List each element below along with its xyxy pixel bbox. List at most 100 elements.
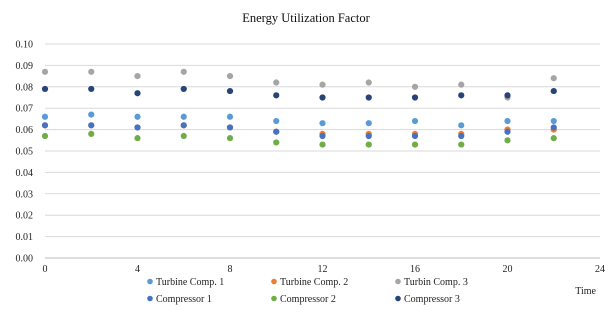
x-axis-ticks: 0 4 8 12 16 20 24 <box>43 264 606 275</box>
data-point <box>180 113 187 120</box>
data-point <box>411 94 419 101</box>
x-tick-label: 4 <box>135 264 140 275</box>
y-tick-label: 0.08 <box>16 82 34 93</box>
data-point <box>273 117 280 125</box>
data-point <box>41 85 49 93</box>
y-tick-label: 0.09 <box>16 61 34 72</box>
data-point <box>273 128 280 135</box>
data-point <box>458 81 465 88</box>
data-point <box>88 130 95 137</box>
data-point <box>226 73 234 80</box>
data-point <box>88 122 95 129</box>
data-point <box>88 68 95 75</box>
x-tick-label: 24 <box>595 264 605 275</box>
x-tick-label: 20 <box>503 264 513 275</box>
legend-marker <box>147 295 153 302</box>
series-points <box>41 130 557 148</box>
data-point <box>134 90 141 97</box>
data-point <box>180 132 187 140</box>
legend-marker <box>271 295 277 302</box>
x-tick-label: 16 <box>410 264 420 275</box>
y-tick-label: 0.05 <box>16 147 34 158</box>
series-points <box>41 85 557 101</box>
legend-item: Compressor 3 <box>395 294 460 305</box>
data-point <box>365 79 372 86</box>
data-point <box>180 122 187 129</box>
data-point <box>134 113 141 120</box>
data-point <box>273 92 280 99</box>
y-tick-label: 0.01 <box>16 232 34 243</box>
y-tick-label: 0.07 <box>16 104 34 115</box>
data-point <box>411 132 419 140</box>
data-point <box>226 113 234 120</box>
y-tick-label: 0.03 <box>16 189 34 200</box>
data-point <box>458 122 465 129</box>
legend-marker <box>395 295 401 302</box>
data-point <box>365 94 372 101</box>
data-point <box>273 79 280 86</box>
data-point <box>458 141 465 148</box>
y-axis-ticks: 0.00 0.01 0.02 0.03 0.04 0.05 0.06 0.07 0.08 0.09… <box>16 40 34 265</box>
data-point <box>41 132 49 140</box>
data-point <box>319 81 326 88</box>
y-tick-label: 0.06 <box>16 125 34 136</box>
data-point <box>319 132 326 140</box>
legend-label: Compressor 2 <box>280 294 336 305</box>
legend-label: Turbine Comp. 1 <box>156 277 224 288</box>
data-point <box>411 83 419 90</box>
legend-item: Turbine Comp. 2 <box>271 277 348 288</box>
x-tick-label: 8 <box>228 264 233 275</box>
series-points <box>41 68 557 101</box>
data-point <box>88 85 95 93</box>
y-tick-label: 0.02 <box>16 211 34 222</box>
data-point <box>365 141 372 148</box>
data-point <box>273 139 280 146</box>
data-point <box>504 92 511 99</box>
x-tick-label: 12 <box>318 264 328 275</box>
data-point <box>319 120 326 127</box>
legend-item: Compressor 2 <box>271 294 336 305</box>
data-point <box>226 135 234 142</box>
legend-item: Compressor 1 <box>147 294 212 305</box>
legend-label: Turbin Comp. 3 <box>404 277 468 288</box>
data-point <box>550 87 557 95</box>
data-point <box>504 137 511 144</box>
data-point <box>365 120 372 127</box>
y-tick-label: 0.04 <box>16 168 34 179</box>
data-point <box>458 132 465 140</box>
data-point <box>550 135 557 142</box>
legend-label: Compressor 3 <box>404 294 460 305</box>
chart-title: Energy Utilization Factor <box>242 11 370 25</box>
data-point <box>411 117 419 125</box>
y-tick-label: 0.00 <box>16 254 34 265</box>
legend-marker <box>395 278 401 285</box>
y-tick-label: 0.10 <box>16 40 34 51</box>
data-point <box>41 68 49 75</box>
data-point <box>550 75 557 82</box>
legend-label: Compressor 1 <box>156 294 212 305</box>
gridlines <box>45 43 600 259</box>
data-point <box>88 111 95 118</box>
legend-label: Turbine Comp. 2 <box>280 277 348 288</box>
data-point <box>134 135 141 142</box>
data-point <box>134 124 141 131</box>
data-point <box>134 73 141 80</box>
series-points <box>41 122 557 140</box>
legend-item: Turbin Comp. 3 <box>395 277 468 288</box>
legend-marker <box>271 278 277 285</box>
data-point <box>504 117 511 125</box>
data-point <box>550 117 557 125</box>
data-point <box>319 141 326 148</box>
legend-marker <box>147 278 153 285</box>
data-point <box>180 68 187 75</box>
data-point <box>226 87 234 95</box>
data-point <box>504 128 511 135</box>
data-point <box>41 113 49 120</box>
data-point <box>458 92 465 99</box>
data-point <box>365 132 372 140</box>
legend-item: Turbine Comp. 1 <box>147 277 224 288</box>
data-point <box>550 124 557 131</box>
data-points <box>41 68 557 148</box>
x-tick-label: 0 <box>43 264 48 275</box>
